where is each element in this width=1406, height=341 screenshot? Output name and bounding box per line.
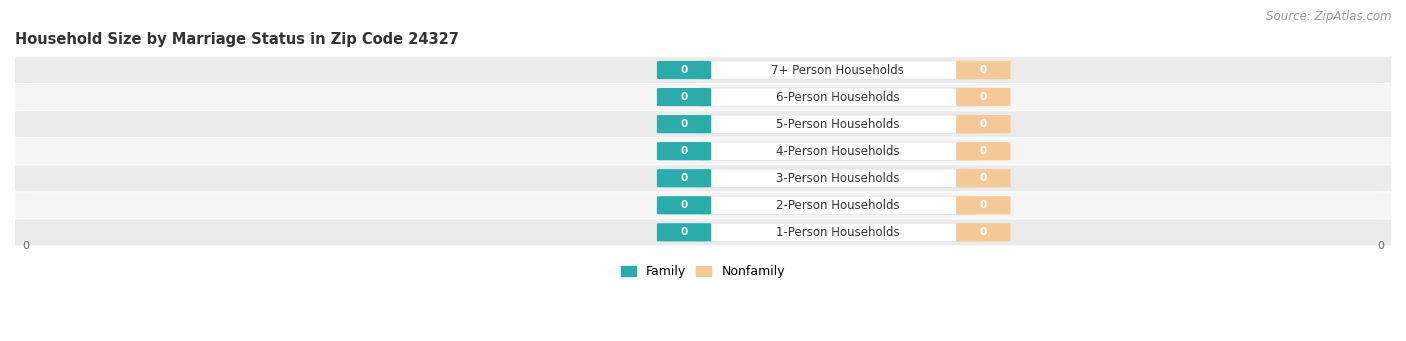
Text: 0: 0 <box>980 173 987 183</box>
FancyBboxPatch shape <box>699 223 977 241</box>
Text: 0: 0 <box>980 65 987 75</box>
FancyBboxPatch shape <box>8 192 1398 218</box>
Text: 4-Person Households: 4-Person Households <box>776 145 900 158</box>
Text: 0: 0 <box>681 200 688 210</box>
FancyBboxPatch shape <box>956 115 1011 133</box>
FancyBboxPatch shape <box>956 61 1011 79</box>
FancyBboxPatch shape <box>956 169 1011 187</box>
Text: Source: ZipAtlas.com: Source: ZipAtlas.com <box>1267 10 1392 23</box>
Legend: Family, Nonfamily: Family, Nonfamily <box>616 260 790 283</box>
FancyBboxPatch shape <box>657 223 711 241</box>
FancyBboxPatch shape <box>8 138 1398 164</box>
FancyBboxPatch shape <box>8 84 1398 110</box>
FancyBboxPatch shape <box>956 88 1011 106</box>
FancyBboxPatch shape <box>8 111 1398 137</box>
Text: 0: 0 <box>980 119 987 129</box>
FancyBboxPatch shape <box>657 88 711 106</box>
Text: Household Size by Marriage Status in Zip Code 24327: Household Size by Marriage Status in Zip… <box>15 32 458 47</box>
FancyBboxPatch shape <box>956 196 1011 214</box>
Text: 6-Person Households: 6-Person Households <box>776 91 900 104</box>
Text: 0: 0 <box>980 200 987 210</box>
FancyBboxPatch shape <box>699 142 977 160</box>
FancyBboxPatch shape <box>657 115 711 133</box>
FancyBboxPatch shape <box>657 61 711 79</box>
FancyBboxPatch shape <box>699 169 977 187</box>
Text: 0: 0 <box>980 146 987 156</box>
Text: 5-Person Households: 5-Person Households <box>776 118 900 131</box>
Text: 0: 0 <box>681 146 688 156</box>
FancyBboxPatch shape <box>657 169 711 187</box>
FancyBboxPatch shape <box>8 219 1398 245</box>
Text: 0: 0 <box>681 119 688 129</box>
FancyBboxPatch shape <box>699 115 977 133</box>
Text: 3-Person Households: 3-Person Households <box>776 172 900 185</box>
FancyBboxPatch shape <box>657 196 711 214</box>
FancyBboxPatch shape <box>699 61 977 79</box>
FancyBboxPatch shape <box>8 165 1398 191</box>
Text: 0: 0 <box>980 227 987 237</box>
FancyBboxPatch shape <box>8 57 1398 83</box>
Text: 2-Person Households: 2-Person Households <box>776 199 900 212</box>
Text: 7+ Person Households: 7+ Person Households <box>770 63 904 76</box>
FancyBboxPatch shape <box>699 196 977 214</box>
Text: 0: 0 <box>681 173 688 183</box>
FancyBboxPatch shape <box>699 88 977 106</box>
FancyBboxPatch shape <box>956 223 1011 241</box>
Text: 0: 0 <box>980 92 987 102</box>
FancyBboxPatch shape <box>956 142 1011 160</box>
Text: 0: 0 <box>22 241 30 251</box>
Text: 1-Person Households: 1-Person Households <box>776 226 900 239</box>
FancyBboxPatch shape <box>657 142 711 160</box>
Text: 0: 0 <box>681 227 688 237</box>
Text: 0: 0 <box>681 92 688 102</box>
Text: 0: 0 <box>1376 241 1384 251</box>
Text: 0: 0 <box>681 65 688 75</box>
